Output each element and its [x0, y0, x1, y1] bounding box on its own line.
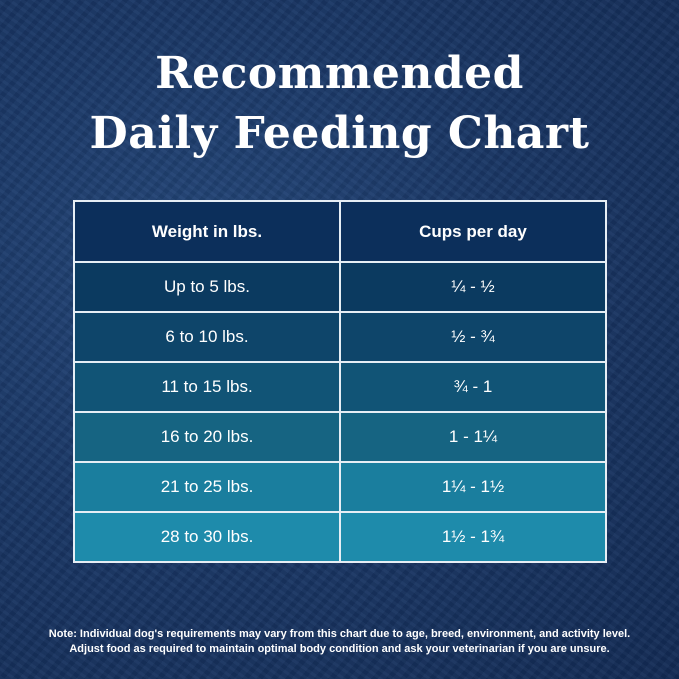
- title-line-1: Recommended: [155, 48, 524, 99]
- weight-cell: 21 to 25 lbs.: [73, 461, 341, 513]
- disclaimer-note: Note: Individual dog's requirements may …: [0, 627, 679, 657]
- table-row: 21 to 25 lbs. 1¼ - 1½: [73, 461, 607, 513]
- title-line-2: Daily Feeding Chart: [89, 108, 590, 159]
- note-line-1: Note: Individual dog's requirements may …: [48, 628, 631, 640]
- table-row: 16 to 20 lbs. 1 - 1¼: [73, 411, 607, 463]
- weight-cell: Up to 5 lbs.: [73, 261, 341, 313]
- feeding-table: Weight in lbs. Cups per day Up to 5 lbs.…: [73, 200, 607, 563]
- table-row: 6 to 10 lbs. ½ - ¾: [73, 311, 607, 363]
- cups-cell: 1¼ - 1½: [339, 461, 607, 513]
- cups-cell: 1 - 1¼: [339, 411, 607, 463]
- table-row: 11 to 15 lbs. ¾ - 1: [73, 361, 607, 413]
- weight-cell: 11 to 15 lbs.: [73, 361, 341, 413]
- weight-cell: 6 to 10 lbs.: [73, 311, 341, 363]
- cups-cell: 1½ - 1¾: [339, 511, 607, 563]
- page-title: Recommended Daily Feeding Chart: [0, 44, 679, 164]
- cups-cell: ¾ - 1: [339, 361, 607, 413]
- table-row: Up to 5 lbs. ¼ - ½: [73, 261, 607, 313]
- note-line-2: Adjust food as required to maintain opti…: [69, 643, 610, 655]
- weight-cell: 16 to 20 lbs.: [73, 411, 341, 463]
- cups-cell: ½ - ¾: [339, 311, 607, 363]
- header-weight: Weight in lbs.: [73, 200, 341, 263]
- header-cups: Cups per day: [339, 200, 607, 263]
- cups-cell: ¼ - ½: [339, 261, 607, 313]
- table-row: 28 to 30 lbs. 1½ - 1¾: [73, 511, 607, 563]
- weight-cell: 28 to 30 lbs.: [73, 511, 341, 563]
- table-header: Weight in lbs. Cups per day: [73, 200, 607, 263]
